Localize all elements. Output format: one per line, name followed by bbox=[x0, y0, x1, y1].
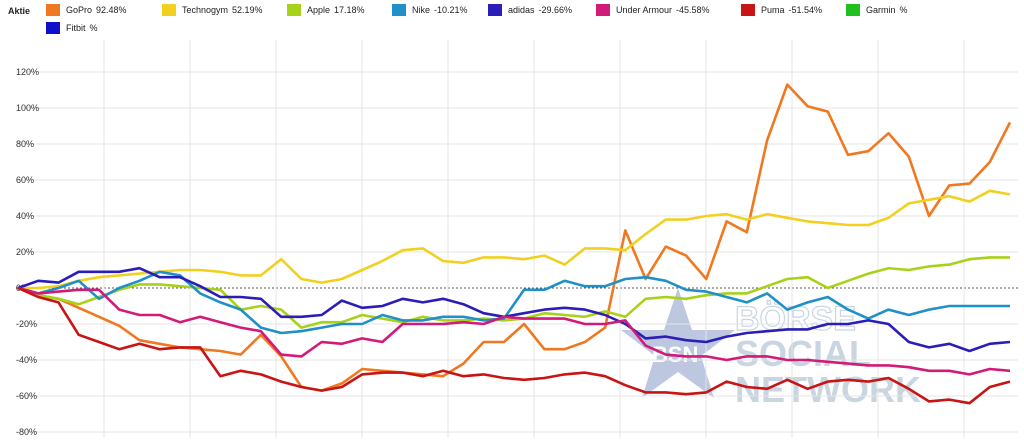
y-tick-label: -20% bbox=[16, 319, 37, 329]
series-line-adidas bbox=[17, 266, 1011, 353]
legend-swatch bbox=[46, 4, 60, 16]
legend: Aktie GoPro 92.48% Technogym 52.19% Apple 17.… bbox=[8, 3, 1018, 39]
legend-item-adidas[interactable]: adidas -29.66% bbox=[488, 3, 572, 17]
legend-series-name: GoPro bbox=[66, 5, 93, 15]
legend-series-value: -45.58% bbox=[676, 5, 710, 15]
legend-item-fitbit[interactable]: Fitbit% bbox=[46, 21, 98, 35]
watermark-logo: BSN BÖRSE SOCIAL NETWORK bbox=[621, 288, 921, 410]
legend-series-value: 17.18% bbox=[334, 5, 365, 15]
legend-item-garmin[interactable]: Garmin% bbox=[846, 3, 908, 17]
legend-item-puma[interactable]: Puma -51.54% bbox=[741, 3, 822, 17]
legend-swatch bbox=[392, 4, 406, 16]
y-tick-label: 100% bbox=[16, 103, 39, 113]
y-tick-label: 40% bbox=[16, 211, 34, 221]
legend-series-value: -29.66% bbox=[538, 5, 573, 15]
legend-item-nike[interactable]: Nike -10.21% bbox=[392, 3, 468, 17]
legend-series-value: -51.54% bbox=[788, 5, 823, 15]
legend-swatch bbox=[46, 22, 60, 34]
legend-swatch bbox=[596, 4, 610, 16]
legend-series-name: Fitbit bbox=[66, 23, 86, 33]
series-line-technogym bbox=[18, 189, 1011, 290]
legend-series-name: Under Armour bbox=[616, 5, 673, 15]
y-tick-label: -80% bbox=[16, 427, 37, 437]
legend-series-name: adidas bbox=[508, 5, 535, 15]
legend-item-under-armour[interactable]: Under Armour -45.58% bbox=[596, 3, 710, 17]
legend-series-name: Technogym bbox=[182, 5, 229, 15]
legend-title: Aktie bbox=[8, 6, 31, 16]
legend-item-gopro[interactable]: GoPro 92.48% bbox=[46, 3, 127, 17]
series-line-under-armour bbox=[17, 286, 1011, 376]
y-tick-label: 120% bbox=[16, 67, 39, 77]
legend-item-apple[interactable]: Apple 17.18% bbox=[287, 3, 365, 17]
series-line-puma bbox=[17, 286, 1011, 405]
y-tick-label: 60% bbox=[16, 175, 34, 185]
legend-series-name: Nike bbox=[412, 5, 431, 15]
legend-swatch bbox=[162, 4, 176, 16]
legend-swatch bbox=[488, 4, 502, 16]
legend-item-technogym[interactable]: Technogym 52.19% bbox=[162, 3, 263, 17]
legend-series-value: 52.19% bbox=[232, 5, 263, 15]
legend-series-value: % bbox=[89, 23, 98, 33]
y-tick-label: 80% bbox=[16, 139, 34, 149]
legend-series-name: Garmin bbox=[866, 5, 896, 15]
watermark-line-2: SOCIAL bbox=[735, 333, 871, 374]
legend-series-value: % bbox=[899, 5, 908, 15]
series-lines bbox=[17, 83, 1012, 405]
legend-swatch bbox=[846, 4, 860, 16]
legend-series-value: -10.21% bbox=[434, 5, 468, 15]
series-line-apple bbox=[17, 256, 1010, 329]
y-tick-label: -40% bbox=[16, 355, 37, 365]
y-tick-label: -60% bbox=[16, 391, 37, 401]
legend-series-name: Apple bbox=[307, 5, 331, 15]
legend-series-value: 92.48% bbox=[96, 5, 127, 15]
y-tick-label: 20% bbox=[16, 247, 34, 257]
legend-swatch bbox=[287, 4, 301, 16]
legend-series-name: Puma bbox=[761, 5, 785, 15]
star-icon bbox=[621, 288, 735, 398]
legend-swatch bbox=[741, 4, 755, 16]
